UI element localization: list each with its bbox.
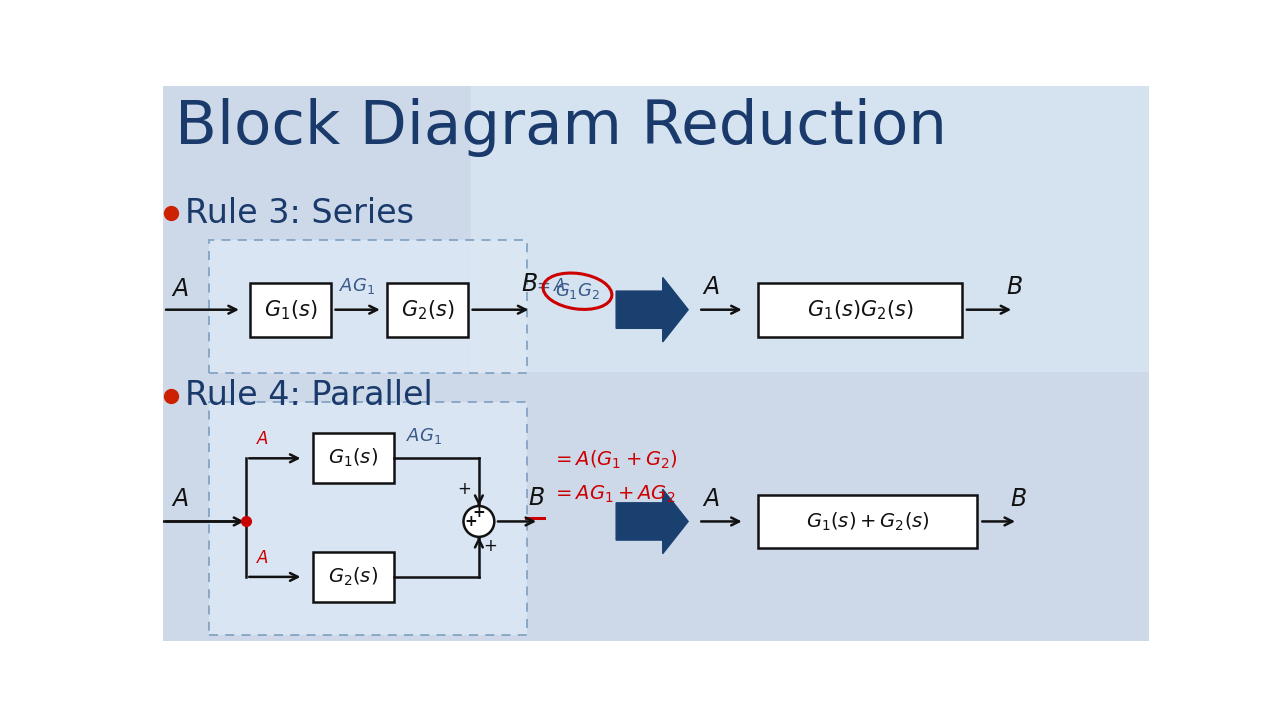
Text: $G_1(s)$: $G_1(s)$ (264, 298, 317, 322)
Polygon shape (616, 277, 689, 342)
Text: Rule 4: Parallel: Rule 4: Parallel (184, 379, 433, 413)
Text: $=AG_1+AG_2$: $=AG_1+AG_2$ (552, 484, 676, 505)
Text: $+$: $+$ (457, 480, 471, 498)
Text: +: + (472, 505, 485, 521)
Polygon shape (616, 490, 689, 554)
Text: $A$: $A$ (256, 550, 269, 567)
Text: $G_1(s)+G_2(s)$: $G_1(s)+G_2(s)$ (806, 510, 929, 533)
Text: $A$: $A$ (172, 488, 188, 511)
Text: $G_1(s)$: $G_1(s)$ (329, 447, 379, 469)
Text: $A$: $A$ (703, 276, 719, 300)
Bar (314, 433, 394, 483)
Bar (250, 283, 330, 337)
Text: $G_2(s)$: $G_2(s)$ (401, 298, 454, 322)
Text: $B$: $B$ (529, 487, 545, 510)
Bar (314, 552, 394, 602)
Text: $G_1G_2$: $G_1G_2$ (554, 282, 600, 301)
Text: $G_1(s)G_2(s)$: $G_1(s)G_2(s)$ (806, 298, 914, 322)
Text: $A$: $A$ (703, 488, 719, 511)
Text: $A$: $A$ (256, 431, 269, 449)
Text: $AG_1$: $AG_1$ (339, 276, 375, 296)
Text: $AG_1$: $AG_1$ (406, 426, 442, 446)
Bar (210, 240, 526, 373)
Bar (471, 86, 1149, 372)
Bar (758, 283, 963, 337)
Text: $G_2(s)$: $G_2(s)$ (329, 566, 379, 588)
Text: $B$: $B$ (1010, 488, 1027, 511)
Bar (387, 283, 467, 337)
Bar (210, 402, 526, 636)
Text: $A$: $A$ (172, 278, 188, 301)
Bar (758, 495, 978, 549)
Text: $B$: $B$ (1006, 276, 1023, 300)
Text: +: + (465, 514, 477, 529)
Text: Block Diagram Reduction: Block Diagram Reduction (175, 98, 947, 157)
Text: $B$: $B$ (521, 273, 538, 296)
Text: Rule 3: Series: Rule 3: Series (184, 197, 413, 230)
Text: $+$: $+$ (483, 536, 497, 554)
Circle shape (463, 506, 494, 537)
Text: $=A$: $=A$ (532, 278, 566, 295)
Text: $=A(G_1+G_2)$: $=A(G_1+G_2)$ (552, 449, 677, 472)
